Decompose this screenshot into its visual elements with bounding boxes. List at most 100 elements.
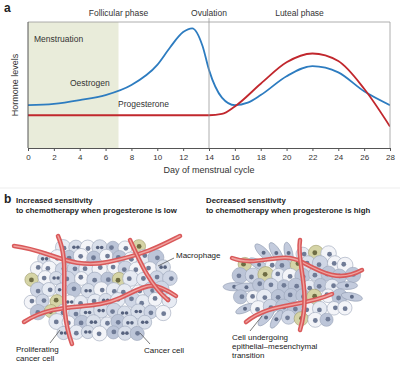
cluster-right [223,241,363,330]
nucleus [54,298,59,303]
nucleus [350,295,354,299]
nucleus [74,312,79,317]
vessel [299,240,304,330]
phase-label: Follicular phase [89,8,149,18]
cancer-cell [92,326,107,341]
x-tick-label: 20 [283,153,292,162]
nucleus [42,276,47,281]
x-tick: 10 [153,148,162,162]
nucleus [134,310,138,314]
nucleus [121,311,125,315]
nucleus [122,267,127,272]
nucleus [84,330,88,334]
nucleus [45,257,49,261]
x-tick: 20 [283,148,292,162]
phase-label: Ovulation [191,8,227,18]
vessel [24,286,176,322]
nucleus [110,309,115,314]
x-axis: 0246810121416182022242628 [26,148,395,162]
nucleus [263,272,268,277]
x-tick-mark [338,148,339,151]
nucleus [74,331,79,336]
y-axis-line [28,22,29,148]
nucleus [343,306,348,311]
panel-title: Decreased sensitivity [206,196,286,205]
nucleus [276,295,281,300]
nucleus [155,255,160,260]
vessels-left [14,236,180,344]
nucleus [317,262,322,267]
vessel [232,258,362,276]
nucleus [326,317,331,322]
nucleus [145,320,149,324]
ovulation-line [209,18,210,148]
nucleus [90,320,94,324]
phase-label: Luteal phase [275,8,324,18]
x-tick-mark [364,148,365,151]
nucleus [86,246,91,251]
nucleus [54,320,59,325]
nucleus [159,265,163,269]
frame-top [28,22,390,23]
nucleus [100,288,105,293]
nucleus [105,254,110,259]
x-tick-label: 28 [386,153,395,162]
nucleus [45,266,50,271]
vessel [58,236,72,344]
nucleus [84,311,88,315]
nucleus [72,286,77,291]
nucleus [269,282,274,287]
cancer-cell [233,290,247,304]
nucleus [105,321,110,326]
nucleus [125,331,129,335]
nucleus [79,320,84,325]
callout-label: Proliferating [16,345,59,354]
vessel [130,240,168,300]
callout-label: Macrophage [176,251,221,260]
vessel [246,294,332,322]
nucleus [161,311,166,316]
nucleus [70,300,74,304]
leader-line [140,333,150,344]
panel-label: a [4,1,11,15]
menstruation-band [28,22,119,148]
nucleus [29,278,34,283]
y-axis-title: Hormone levels [10,53,20,116]
vessel [14,236,180,264]
callout-label: transition [232,351,264,360]
vessel-core [14,236,180,264]
leader-line [50,330,60,343]
nucleus [332,261,337,266]
nucleus [30,299,35,304]
x-tick-label: 0 [26,153,31,162]
nucleus [264,316,268,320]
nucleus [111,265,116,270]
nucleus [294,284,299,289]
nucleus [52,276,56,280]
nucleus [84,289,88,293]
nucleus [126,321,130,325]
series-label: Progesterone [118,99,169,109]
x-tick-mark [312,148,313,151]
x-tick-mark [157,148,158,151]
nucleus [36,265,41,270]
nucleus [249,275,254,280]
nucleus [42,298,47,303]
nucleus [60,331,64,335]
x-tick-label: 8 [130,153,135,162]
nucleus [331,283,336,288]
leader-line [250,316,262,331]
nucleus [78,254,83,259]
x-tick-mark [261,148,262,151]
nucleus [78,275,83,280]
nucleus [327,252,332,257]
vessel-core [58,236,72,344]
frame-right [390,22,391,148]
nucleus [58,288,62,292]
nucleus [274,317,278,321]
x-tick-mark [183,148,184,151]
nucleus [106,277,111,282]
nucleus [270,263,275,268]
nucleus [312,250,317,255]
vessel-core [24,286,176,322]
